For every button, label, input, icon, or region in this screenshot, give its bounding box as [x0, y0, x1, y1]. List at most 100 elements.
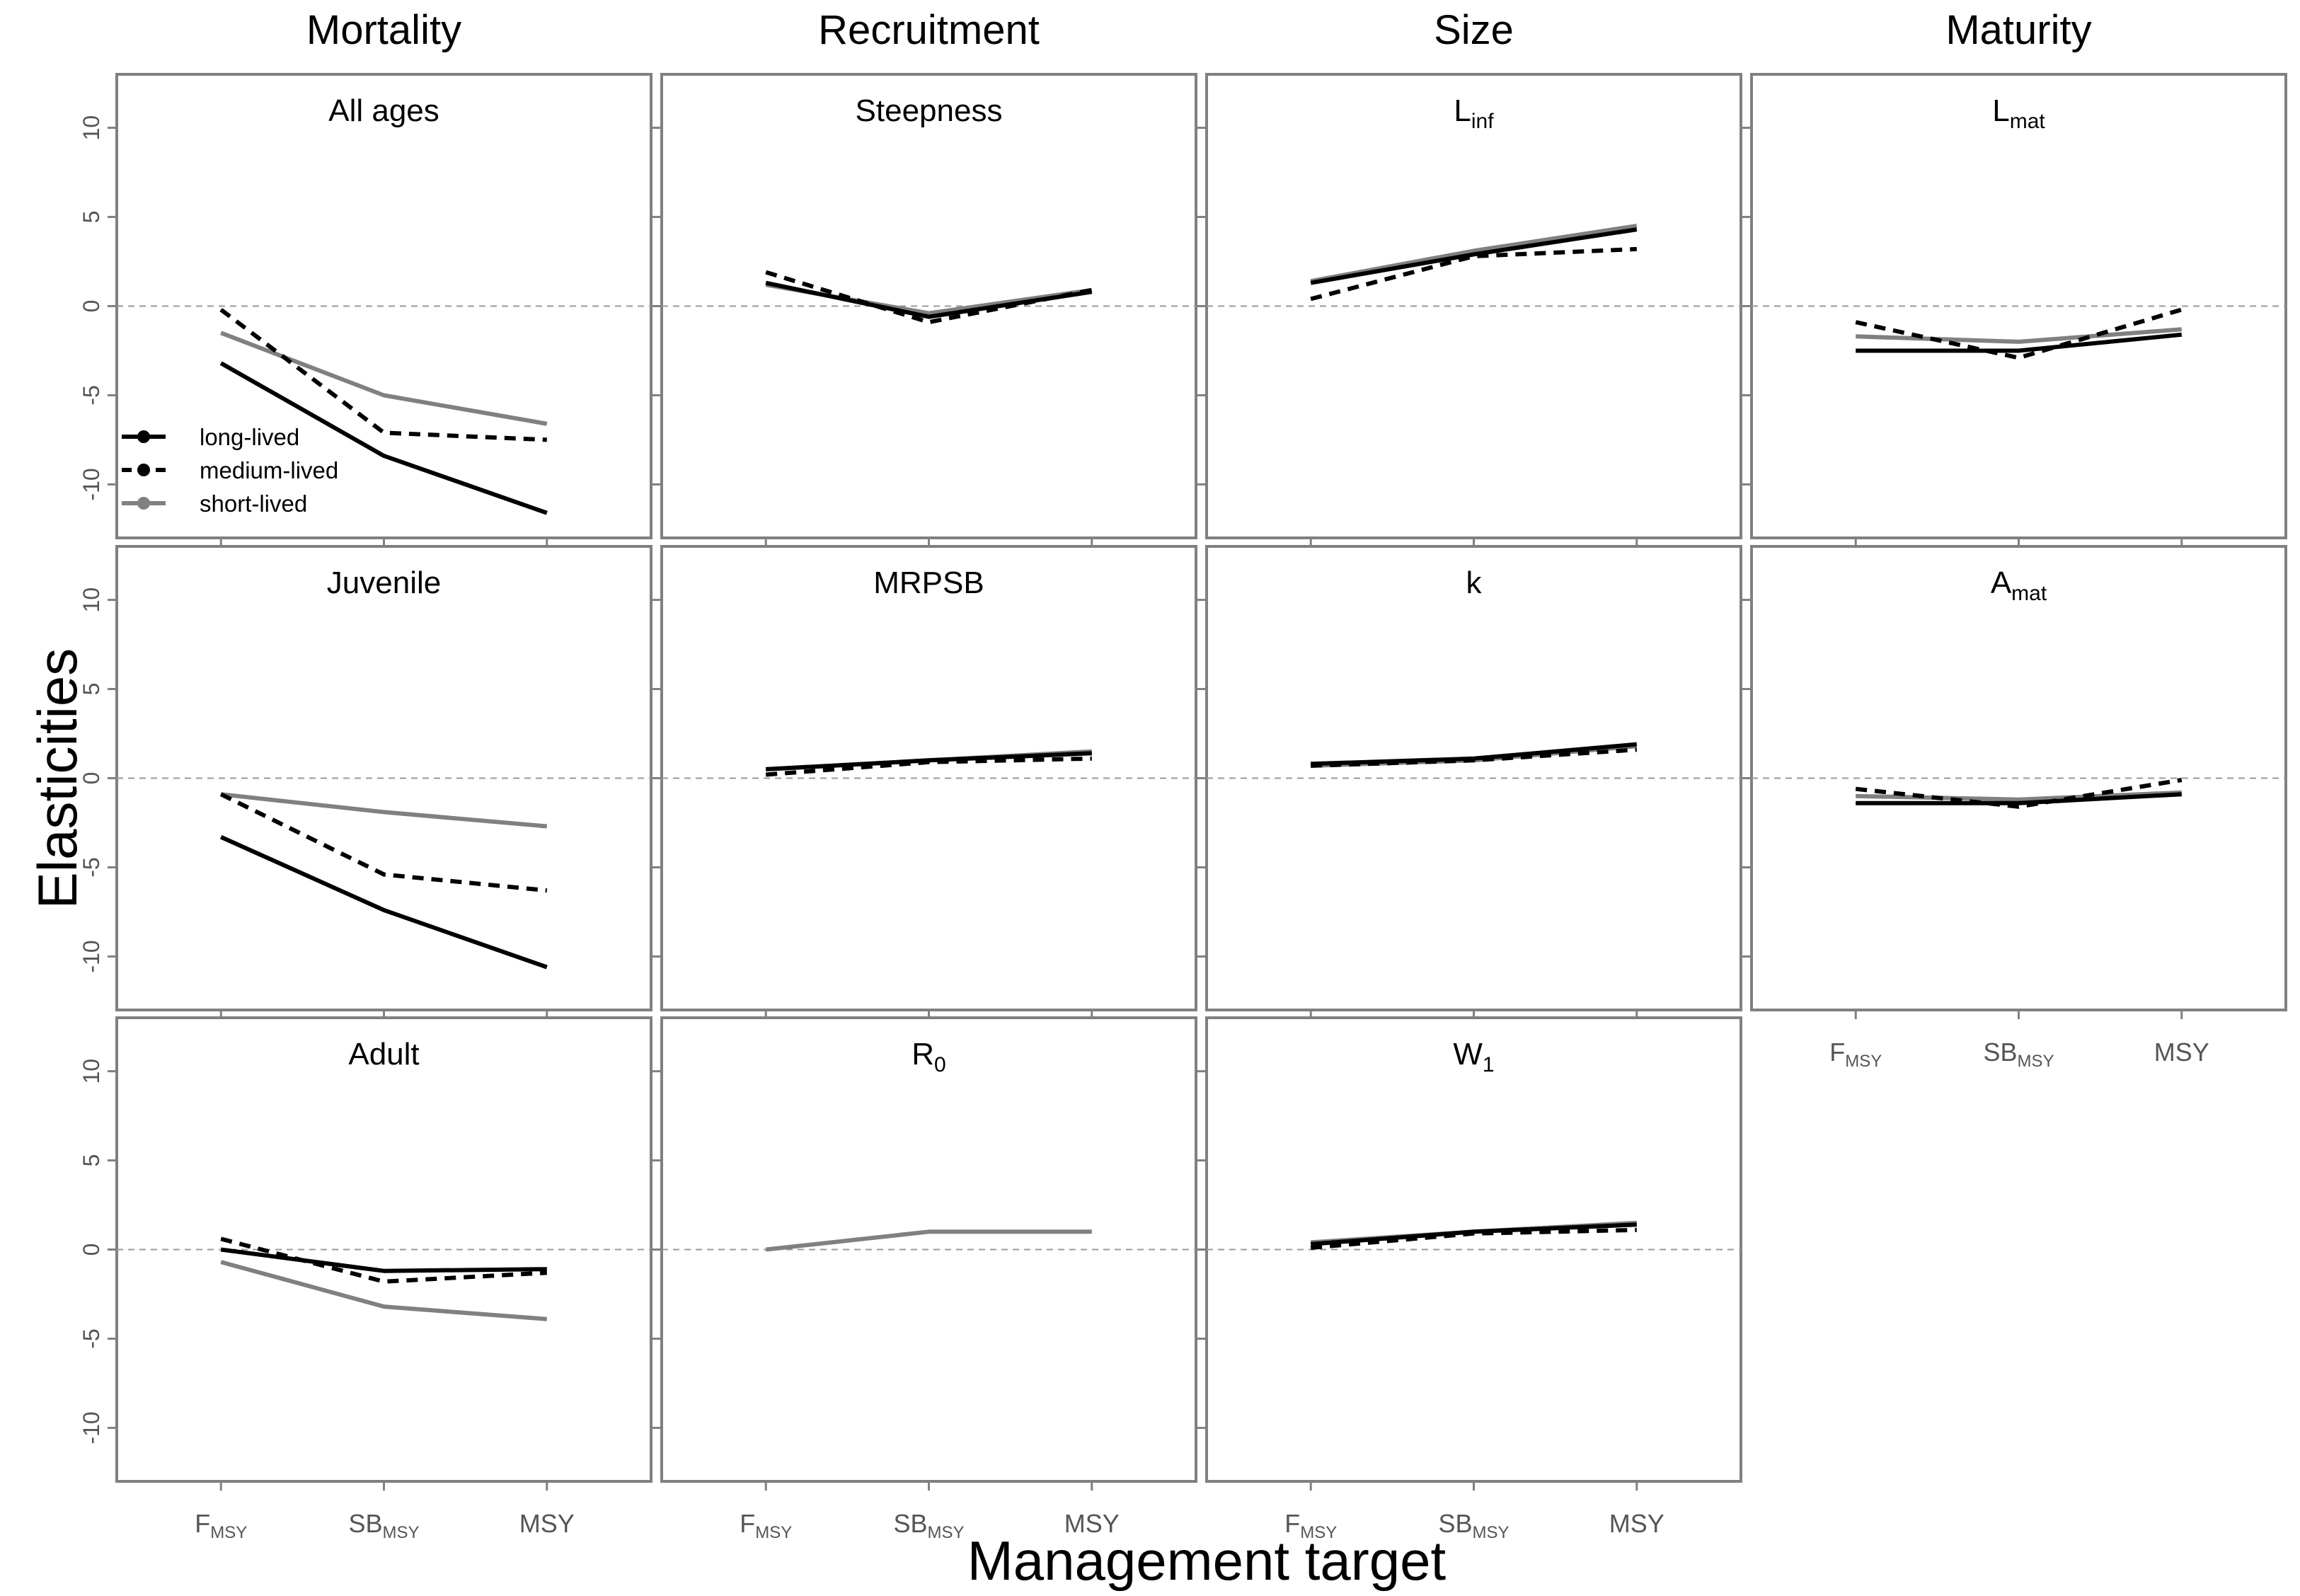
y-tick-label: 0 — [79, 300, 104, 313]
legend-label-long-lived: long-lived — [200, 424, 299, 450]
x-tick-label: MSY — [2154, 1038, 2209, 1067]
x-tick-label-main: MSY — [1064, 1509, 1120, 1538]
panel-title-main: Steepness — [856, 93, 1003, 128]
series-line-short-lived — [220, 792, 548, 829]
panel-title: Juvenile — [327, 566, 441, 600]
y-tick-label: -5 — [79, 857, 104, 877]
series-line-medium-lived — [1310, 246, 1637, 302]
panel-title-main: k — [1466, 566, 1483, 600]
y-tick-label: 5 — [79, 683, 104, 696]
legend-key-point-short-lived — [137, 497, 150, 510]
x-tick-label: FMSY — [740, 1509, 792, 1542]
panel-title: Adult — [348, 1037, 419, 1072]
x-tick-label-main: MSY — [2154, 1038, 2209, 1067]
panel-0-0: -10 -5 0 5 10 All ages — [79, 73, 652, 547]
x-tick-label-main: MSY — [519, 1509, 575, 1538]
panel-title: MRPSB — [873, 566, 984, 600]
panel-title-sub: mat — [2011, 582, 2047, 605]
panel-title-main: MRPSB — [873, 566, 984, 600]
panel-title: W1 — [1453, 1037, 1494, 1077]
x-tick-label-sub: MSY — [1473, 1523, 1510, 1542]
x-tick-label: FMSY — [1284, 1509, 1337, 1542]
panel-title: Amat — [1991, 566, 2047, 605]
y-tick-label: -10 — [79, 1411, 104, 1444]
panel-0-1: Steepness — [652, 73, 1197, 547]
series-line-short-lived — [1310, 224, 1638, 284]
x-tick-label-sub: MSY — [928, 1523, 965, 1542]
x-axis-title: Management target — [967, 1529, 1447, 1592]
legend-key-point-long-lived — [137, 430, 150, 443]
panel-title-sub: 1 — [1483, 1053, 1495, 1077]
x-tick-label: FMSY — [195, 1509, 247, 1542]
series-line-short-lived — [1856, 327, 2183, 344]
series-line-short-lived — [1856, 790, 2182, 802]
y-tick-label: 5 — [79, 211, 104, 224]
series-line-short-lived — [765, 1229, 1092, 1252]
x-tick-label: MSY — [519, 1509, 575, 1538]
panel-title: Linf — [1454, 93, 1494, 133]
x-tick-label: MSY — [1064, 1509, 1120, 1538]
series-line-long-lived — [1856, 332, 2183, 353]
panel-title-main: Adult — [348, 1037, 419, 1072]
y-tick-label: 10 — [79, 587, 104, 613]
panel-title-sub: mat — [2010, 110, 2046, 133]
y-tick-label: 0 — [79, 1244, 104, 1256]
series-line-long-lived — [219, 361, 548, 515]
x-tick-label-sub: MSY — [1300, 1523, 1337, 1542]
panel-1-1: MRPSB — [652, 545, 1197, 1019]
legend-label-medium-lived: medium-lived — [200, 457, 338, 483]
column-title-recruitment: Recruitment — [818, 7, 1040, 53]
series-line-medium-lived — [219, 308, 547, 442]
series-line-medium-lived — [1855, 778, 2183, 809]
panel-title-main: R — [912, 1037, 934, 1072]
panel-title-main: L — [1454, 93, 1471, 128]
y-tick-label: 10 — [79, 115, 104, 141]
panel-title-main: All ages — [328, 93, 439, 128]
x-tick-label-main: F — [1829, 1038, 1845, 1067]
series-line-long-lived — [765, 280, 1093, 319]
x-tick-label-sub: MSY — [2018, 1052, 2054, 1071]
panel-title: Steepness — [856, 93, 1003, 128]
x-tick-label: SBMSY — [1983, 1038, 2054, 1071]
x-tick-label-sub: MSY — [383, 1523, 420, 1542]
x-tick-label: SBMSY — [893, 1509, 964, 1542]
x-tick-label-main: F — [1284, 1509, 1300, 1538]
x-tick-label-main: SB — [348, 1509, 382, 1538]
x-tick-label: FMSY — [1829, 1038, 1882, 1071]
y-tick-label: -10 — [79, 468, 104, 500]
legend-label-short-lived: short-lived — [200, 490, 307, 517]
y-axis-title: Elasticities — [26, 648, 88, 909]
series-line-long-lived — [220, 1247, 547, 1273]
series-line-long-lived — [1310, 227, 1638, 285]
panel-title-main: A — [1991, 566, 2012, 600]
series-line-long-lived — [1856, 792, 2182, 805]
column-title-mortality: Mortality — [306, 7, 461, 53]
x-tick-label: SBMSY — [348, 1509, 419, 1542]
x-tick-label-main: SB — [1983, 1038, 2017, 1067]
x-tick-label: MSY — [1609, 1509, 1664, 1538]
x-tick-label-main: SB — [893, 1509, 927, 1538]
panel-title-main: Juvenile — [327, 566, 441, 600]
column-title-maturity: Maturity — [1945, 7, 2091, 53]
y-tick-label: 5 — [79, 1154, 104, 1167]
panel-title-main: L — [1992, 93, 2009, 128]
panel-title: R0 — [912, 1037, 945, 1077]
x-tick-label-main: F — [195, 1509, 210, 1538]
panel-title-main: W — [1453, 1037, 1483, 1072]
series-line-medium-lived — [219, 792, 548, 893]
legend: long-lived medium-lived short-lived — [122, 424, 338, 517]
panel-title-sub: 0 — [934, 1053, 946, 1077]
series-line-medium-lived — [220, 1236, 547, 1284]
series-line-long-lived — [1311, 742, 1638, 767]
panel-title: All ages — [328, 93, 439, 128]
x-tick-label-main: F — [740, 1509, 755, 1538]
x-tick-label-sub: MSY — [210, 1523, 247, 1542]
panel-1-2: k — [1197, 545, 1742, 1019]
x-tick-label-main: MSY — [1609, 1509, 1664, 1538]
